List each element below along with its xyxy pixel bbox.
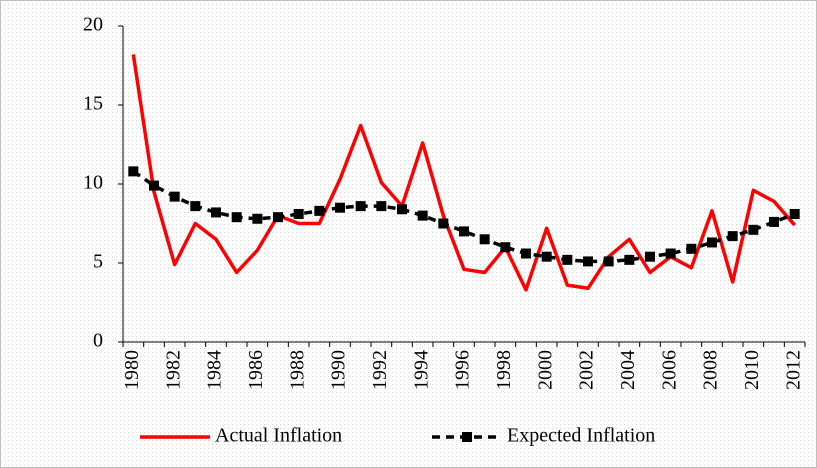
series-line <box>131 54 796 292</box>
series-marker <box>190 201 201 212</box>
x-tick-label: 1998 <box>493 350 515 390</box>
series-marker <box>541 251 552 262</box>
series-marker <box>355 201 366 212</box>
series-marker <box>314 205 325 216</box>
series-marker <box>252 213 263 224</box>
x-tick-label: 2012 <box>782 350 804 390</box>
x-tick-label: 1980 <box>121 350 143 390</box>
series-marker <box>335 202 345 213</box>
x-tick-label: 1986 <box>245 350 267 390</box>
series-marker <box>727 231 738 242</box>
x-tick-label: 2010 <box>741 350 763 390</box>
y-tick-label: 10 <box>83 172 103 194</box>
y-tick-label: 15 <box>83 93 103 115</box>
y-tick-label: 5 <box>93 251 103 273</box>
series-marker <box>686 243 697 254</box>
series-marker <box>521 248 531 259</box>
x-tick-label: 2006 <box>658 350 680 390</box>
x-tick-label: 1990 <box>328 350 350 390</box>
legend-label: Expected Inflation <box>507 425 655 447</box>
x-tick-label: 2000 <box>534 350 556 390</box>
legend-item: Expected Inflation <box>432 425 655 447</box>
series-marker <box>500 242 511 253</box>
legend-item: Actual Inflation <box>140 425 342 447</box>
series-marker <box>748 224 759 235</box>
legend-label: Actual Inflation <box>215 425 342 447</box>
legend-marker <box>462 432 472 442</box>
series-marker <box>707 237 717 248</box>
series-marker <box>562 254 573 265</box>
series-marker <box>293 209 304 220</box>
series-marker <box>149 180 159 191</box>
series-marker <box>624 254 635 265</box>
x-tick-label: 1988 <box>286 350 308 390</box>
series-marker <box>789 209 800 220</box>
x-tick-label: 1982 <box>162 350 184 390</box>
x-tick-label: 1994 <box>410 350 432 390</box>
y-tick-label: 0 <box>93 330 103 352</box>
x-tick-label: 1992 <box>369 350 391 390</box>
series-marker <box>645 251 655 262</box>
series-marker <box>273 212 283 223</box>
series-marker <box>376 201 387 212</box>
series-marker <box>397 204 407 215</box>
x-tick-label: 1984 <box>204 350 226 390</box>
series-marker <box>169 191 180 202</box>
series-marker <box>231 212 242 223</box>
series-marker <box>479 234 490 245</box>
y-tick-label: 20 <box>83 14 103 36</box>
series-marker <box>665 248 676 259</box>
x-tick-label: 2008 <box>700 350 722 390</box>
series-marker <box>211 207 221 218</box>
series-marker <box>459 226 469 237</box>
series-marker <box>603 256 614 267</box>
series-marker <box>769 216 779 227</box>
series-marker <box>438 218 449 229</box>
x-tick-label: 2002 <box>576 350 598 390</box>
series-marker <box>583 256 593 267</box>
x-tick-label: 2004 <box>617 350 639 390</box>
series-marker <box>128 166 139 177</box>
series-marker <box>417 210 428 221</box>
x-tick-label: 1996 <box>452 350 474 390</box>
